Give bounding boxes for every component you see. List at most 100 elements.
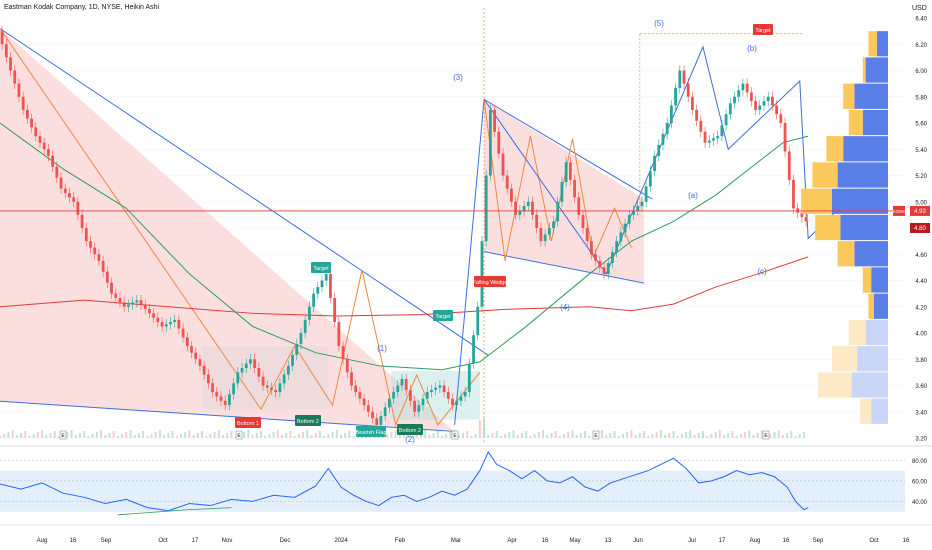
- candle-body: [320, 280, 324, 288]
- label-target-1-bg: [311, 262, 331, 273]
- volume-profile-down-bar: [843, 83, 855, 109]
- candle-body: [278, 383, 282, 393]
- x-tick-label: Jun: [633, 538, 643, 544]
- volume-bar: [499, 436, 502, 438]
- candle-body: [577, 197, 581, 215]
- candle-body: [598, 260, 602, 268]
- earnings-marker: E: [237, 433, 241, 439]
- volume-bar: [680, 434, 683, 438]
- candle-body: [648, 171, 652, 187]
- volume-bar: [727, 433, 730, 438]
- volume-bar: [512, 430, 515, 438]
- volume-bar: [78, 433, 81, 438]
- volume-bar: [701, 431, 704, 438]
- x-tick-label: Sep: [813, 538, 824, 544]
- earnings-marker: E: [453, 433, 457, 439]
- volume-bar: [192, 435, 195, 438]
- volume-bar: [129, 430, 132, 438]
- label-falling-wedge-bg: [474, 276, 506, 287]
- volume-bar: [744, 432, 747, 438]
- y-tick-label: 6.20: [915, 43, 927, 49]
- candle-body: [745, 83, 749, 93]
- candle-body: [712, 138, 715, 141]
- label-target-3: Target: [755, 28, 771, 34]
- volume-profile-up-bar: [862, 109, 888, 136]
- volume-bar: [259, 431, 262, 438]
- candle-body: [552, 221, 555, 228]
- volume-bar: [49, 433, 52, 438]
- volume-bar: [175, 436, 178, 438]
- volume-bar: [411, 436, 414, 438]
- earnings-marker: E: [594, 433, 598, 439]
- candle-body: [25, 109, 29, 119]
- candle-body: [97, 254, 101, 261]
- volume-bar: [567, 432, 570, 438]
- volume-bar: [45, 435, 48, 438]
- candle-body: [9, 57, 12, 71]
- volume-bar: [108, 433, 111, 438]
- earnings-marker: E: [61, 433, 65, 439]
- candle-body: [38, 136, 42, 143]
- volume-bar: [83, 431, 86, 438]
- volume-bar: [3, 434, 6, 438]
- candle-body: [733, 96, 736, 104]
- label-bottom-2a: Bottom 2: [297, 419, 319, 425]
- candle-body: [291, 354, 294, 366]
- candle-body: [400, 378, 404, 386]
- candle-body: [640, 201, 644, 207]
- volume-bar: [760, 431, 763, 438]
- y-tick-label: 6.00: [915, 69, 927, 75]
- candle-body: [674, 88, 677, 106]
- volume-bar: [403, 433, 406, 438]
- volume-bar: [529, 436, 532, 438]
- label-target-2: Target: [435, 314, 451, 320]
- candle-body: [728, 103, 732, 115]
- volume-bar: [394, 430, 397, 438]
- volume-bar: [491, 433, 494, 438]
- candle-body: [337, 322, 341, 347]
- candle-body: [535, 214, 539, 228]
- volume-bar: [302, 432, 305, 438]
- volume-profile-down-bar: [812, 162, 838, 188]
- candle-body: [615, 241, 619, 253]
- volume-bar: [664, 435, 667, 438]
- candle-body: [4, 44, 8, 58]
- volume-bar: [285, 433, 288, 438]
- volume-bar: [87, 436, 90, 438]
- candle-body: [0, 31, 4, 45]
- label-bottom-1: Bottom 1: [237, 421, 259, 427]
- volume-bar: [104, 435, 107, 438]
- volume-profile-up-bar: [854, 83, 888, 109]
- earnings-marker-bg: [59, 430, 67, 440]
- candle-body: [480, 241, 484, 307]
- candle-body: [716, 136, 720, 139]
- volume-bar: [706, 436, 709, 438]
- volume-bar: [255, 433, 258, 438]
- label-bearish-flag-bg: [356, 426, 386, 437]
- candle-body: [467, 363, 471, 393]
- x-tick-label: Mar: [451, 538, 461, 544]
- y-tick-label: 3.20: [915, 437, 927, 443]
- volume-bar: [781, 435, 784, 438]
- candle-body: [312, 293, 315, 307]
- candle-body: [223, 400, 227, 406]
- descending-wedge-fill: [0, 28, 455, 432]
- candle-body: [505, 175, 509, 189]
- candle-body: [543, 234, 547, 242]
- candle-body: [602, 267, 606, 274]
- candle-body: [80, 214, 84, 228]
- volume-bar: [91, 434, 94, 438]
- candle-body: [181, 328, 185, 338]
- volume-bar: [643, 431, 646, 438]
- volume-profile-up-bar: [854, 241, 888, 267]
- volume-bar: [310, 435, 313, 438]
- candle-body: [143, 304, 147, 309]
- candle-body: [522, 206, 526, 211]
- candle-body: [623, 223, 627, 233]
- candle-body: [581, 214, 585, 228]
- candle-body: [606, 263, 610, 274]
- candle-body: [211, 383, 214, 393]
- volume-bar: [748, 430, 751, 438]
- volume-profile-down-bar: [868, 293, 874, 319]
